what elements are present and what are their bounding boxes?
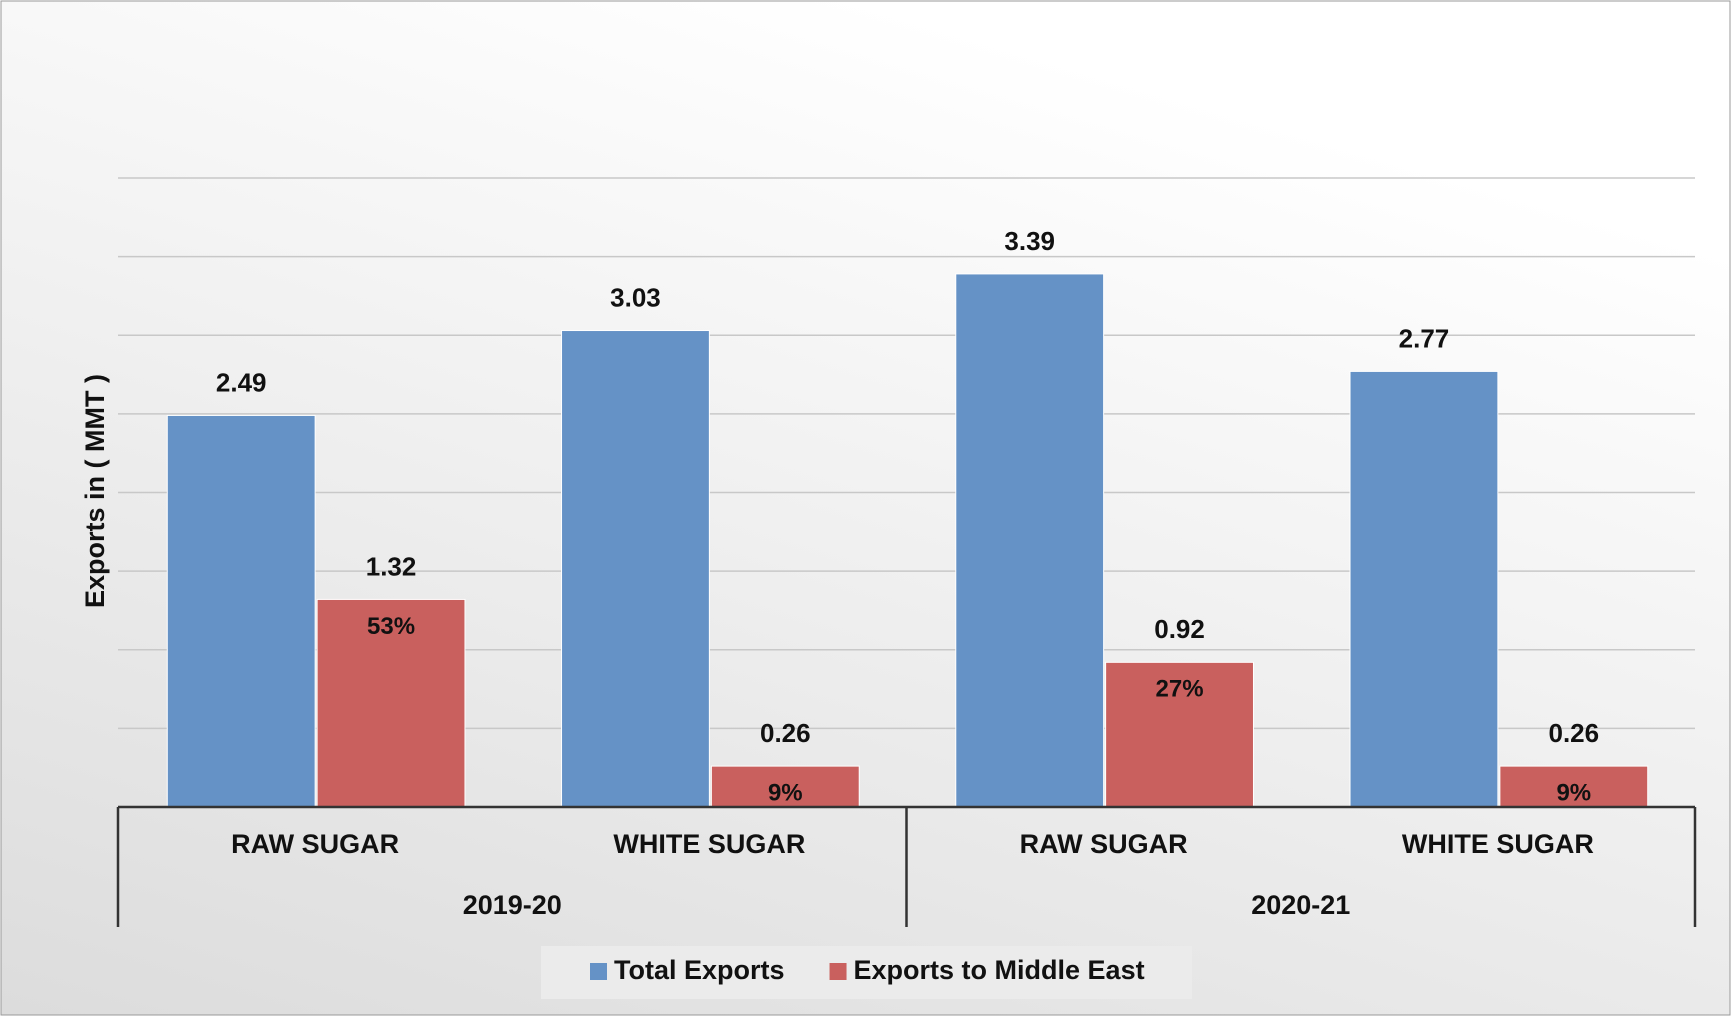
- legend-swatch: [829, 963, 847, 980]
- x-tick-label: RAW SUGAR: [231, 829, 399, 859]
- group-label: 2020-21: [1251, 890, 1350, 920]
- data-label: 0.92: [1154, 614, 1205, 644]
- data-label: 0.26: [1548, 718, 1599, 748]
- percent-label: 9%: [768, 779, 803, 806]
- bar: [1349, 370, 1499, 808]
- percent-label: 9%: [1556, 779, 1591, 806]
- data-label: 1.32: [366, 551, 417, 581]
- bar: [166, 414, 316, 808]
- legend-box: [541, 946, 1192, 999]
- bar: [561, 330, 710, 808]
- legend-label: Total Exports: [614, 955, 785, 985]
- x-tick-label: WHITE SUGAR: [1402, 829, 1594, 859]
- bar: [316, 598, 466, 808]
- data-label: 2.77: [1399, 323, 1450, 353]
- data-label: 3.03: [610, 282, 661, 312]
- data-label: 0.26: [760, 718, 811, 748]
- bar: [955, 273, 1105, 808]
- x-tick-label: WHITE SUGAR: [613, 829, 805, 859]
- bar: [1105, 661, 1254, 808]
- data-label: 3.39: [1004, 226, 1055, 256]
- group-label: 2019-20: [463, 890, 562, 920]
- legend-label: Exports to Middle East: [854, 955, 1145, 985]
- data-label: 2.49: [216, 367, 267, 397]
- legend-swatch: [590, 963, 607, 980]
- y-axis-label: Exports in ( MMT ): [80, 374, 110, 608]
- percent-label: 53%: [367, 613, 415, 640]
- x-tick-label: RAW SUGAR: [1020, 829, 1188, 859]
- percent-label: 27%: [1156, 676, 1204, 703]
- bar: [710, 765, 860, 808]
